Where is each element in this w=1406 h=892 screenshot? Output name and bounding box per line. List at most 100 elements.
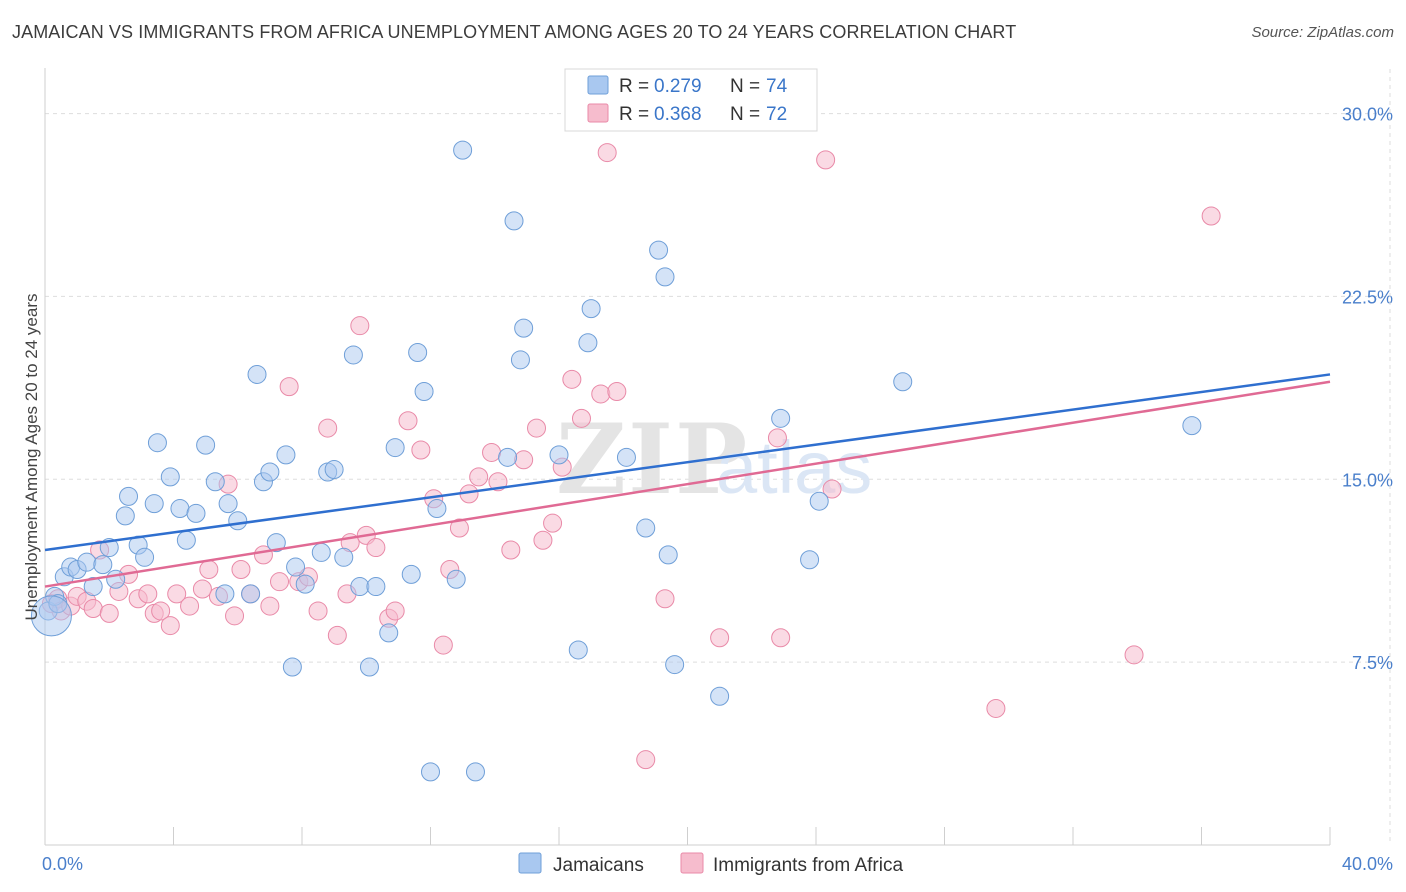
africa-point [160,616,180,636]
jamaican-point [514,318,534,338]
jamaican-point [771,408,791,428]
legend-n-value-africa: 72 [766,104,787,125]
africa-point [411,440,431,460]
legend-n-label-jamaicans: N = [730,76,760,97]
africa-point [636,750,656,770]
y-tick-label: 30.0% [1342,105,1393,125]
jamaican-point [276,445,296,465]
jamaican-point [93,555,113,575]
africa-point [138,584,158,604]
legend-r-value-jamaicans: 0.279 [654,76,702,97]
jamaican-point [106,569,126,589]
trend-lines [44,373,1331,588]
jamaican-point [616,447,636,467]
legend-r-label-jamaicans: R = [619,76,649,97]
jamaican-point [144,494,164,514]
africa-point [655,589,675,609]
correlation-legend: R = 0.279 N = 74 R = 0.368 N = 72 [564,68,818,132]
jamaican-point [649,240,669,260]
jamaican-point [408,343,428,363]
jamaican-point [30,595,72,637]
jamaican-point [498,447,518,467]
jamaican-point [359,657,379,677]
y-axis-label: Unemployment Among Ages 20 to 24 years [22,294,41,621]
chart-title: JAMAICAN VS IMMIGRANTS FROM AFRICA UNEMP… [12,22,1017,42]
jamaican-point [147,433,167,453]
jamaican-point [350,577,370,597]
jamaican-point [119,486,139,506]
africa-point [543,513,563,533]
jamaican-point [809,491,829,511]
y-tick-label: 7.5% [1352,653,1393,673]
africa-point [1201,206,1221,226]
jamaican-point [800,550,820,570]
jamaican-point [295,574,315,594]
africa-point [488,472,508,492]
africa-point [527,418,547,438]
africa-point [816,150,836,170]
legend-n-label-africa: N = [730,104,760,125]
axes: 0.0% 40.0% [42,68,1393,874]
jamaican-point [578,333,598,353]
africa-point [771,628,791,648]
jamaican-point [658,545,678,565]
africa-point [260,596,280,616]
africa-point [318,418,338,438]
jamaican-point [453,140,473,160]
jamaican-point [893,372,913,392]
jamaican-point [228,511,248,531]
jamaican-point [77,552,97,572]
legend-r-label-africa: R = [619,104,649,125]
africa-point [533,530,553,550]
jamaican-point [379,623,399,643]
jamaican-point [465,762,485,782]
jamaican-point [196,435,216,455]
africa-point [83,599,103,619]
africa-point [327,625,347,645]
jamaican-point [282,657,302,677]
africa-point [167,584,187,604]
africa-point [986,698,1006,718]
africa-point [366,538,386,558]
africa-point [433,635,453,655]
jamaican-point [205,472,225,492]
bottom-legend-swatch-africa [680,852,704,874]
africa-point [231,559,251,579]
africa-point [225,606,245,626]
jamaican-point [324,460,344,480]
africa-point [514,450,534,470]
africa-point [562,369,582,389]
jamaican-point [446,569,466,589]
africa-point [607,382,627,402]
africa-point [710,628,730,648]
series-jamaicans [30,140,1202,782]
jamaican-point [385,438,405,458]
jamaican-point [160,467,180,487]
bottom-legend-africa: Immigrants from Africa [713,855,903,876]
jamaican-point [366,577,386,597]
africa-point [469,467,489,487]
jamaican-point [421,762,440,782]
jamaican-point [260,462,280,482]
bottom-legend-jamaicans: Jamaicans [553,855,644,876]
africa-point [192,579,212,599]
jamaican-point [427,499,447,519]
jamaican-point [401,564,421,584]
jamaican-point [636,518,656,538]
africa-point [482,442,502,462]
africa-point [597,143,617,163]
bottom-legend-swatch-jamaicans [518,852,542,874]
africa-point [180,596,200,616]
jamaican-point [568,640,588,660]
africa-point [270,572,290,592]
jamaican-point [186,503,206,523]
jamaican-point [311,542,331,562]
y-tick-label: 22.5% [1342,287,1393,307]
africa-point [501,540,521,560]
africa-point [151,601,171,621]
africa-point [279,377,299,397]
jamaican-point [710,686,730,706]
africa-point [350,316,370,336]
jamaican-point [83,577,103,597]
